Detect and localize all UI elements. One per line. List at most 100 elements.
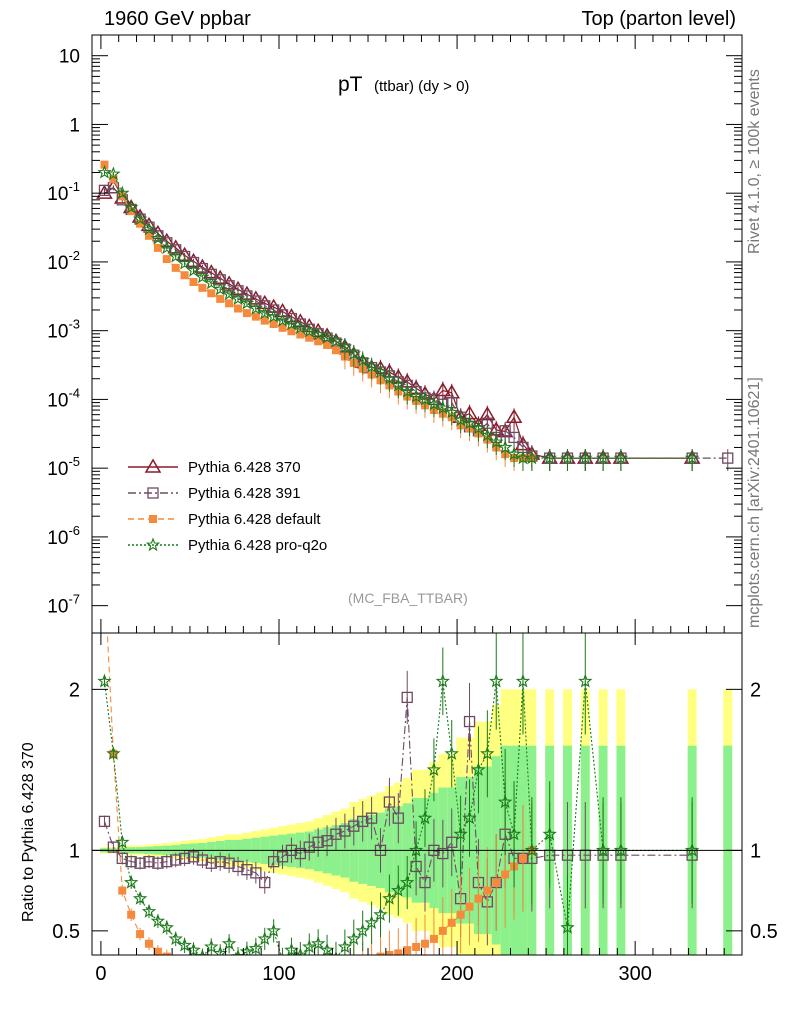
ratio-point [196, 854, 209, 866]
ratio-point [560, 919, 575, 934]
ratio-point [332, 962, 340, 970]
chart-title: pT (ttbar) (dy > 0) [338, 73, 469, 96]
ratio-point [497, 794, 513, 809]
ratio-point [373, 907, 388, 921]
ratio-y-axis-label: Ratio to Pythia 6.428 370 [20, 742, 37, 922]
ratio-point [462, 810, 477, 825]
ratio-point [524, 842, 540, 857]
data-point [346, 346, 361, 360]
header-left-title: 1960 GeV ppbar [104, 8, 251, 30]
ratio-point [118, 886, 127, 895]
data-point [471, 420, 486, 435]
data-point [168, 248, 183, 263]
data-point [195, 269, 210, 284]
ratio-point [453, 826, 468, 841]
y-tick-exponent: -7 [68, 592, 80, 607]
legend-marker [147, 487, 159, 499]
data-point [115, 185, 130, 200]
data-point [180, 271, 189, 280]
ratio-point [578, 673, 593, 688]
data-point [162, 255, 171, 264]
ratio-point [365, 812, 378, 824]
ratio-point [595, 842, 611, 857]
ratio-point [186, 942, 201, 955]
series-line-1 [104, 187, 728, 459]
data-point [109, 175, 118, 184]
ratio-point [465, 902, 474, 911]
ratio-point [144, 939, 153, 948]
series-line-0 [104, 186, 693, 459]
data-point [302, 323, 317, 338]
ratio-point [613, 842, 629, 857]
ratio-point [515, 673, 531, 688]
data-point [508, 431, 520, 444]
ratio-series-layer [97, 633, 700, 977]
ratio-point [330, 828, 342, 840]
x-tick-label: 0 [95, 963, 106, 985]
y-tick-exponent: -6 [68, 523, 80, 538]
ratio-point [159, 920, 174, 934]
ratio-point [153, 947, 162, 955]
data-point [337, 339, 353, 354]
ratio-point [257, 931, 272, 946]
data-point [278, 323, 287, 332]
ratio-point [276, 851, 289, 863]
ratio-point [252, 969, 260, 977]
data-point [293, 320, 308, 335]
data-point [488, 434, 504, 449]
data-point [444, 404, 459, 419]
ratio-point [162, 952, 171, 955]
ratio-point [302, 939, 317, 954]
ratio-point [234, 969, 242, 977]
ratio-point [337, 939, 353, 954]
ratio-point [204, 939, 219, 954]
main-series-layer [96, 160, 734, 471]
y-tick-exponent: -5 [68, 454, 80, 469]
ratio-point [239, 944, 255, 955]
ratio-point [98, 815, 111, 828]
legend-label: Pythia 6.428 pro-q2o [188, 537, 327, 554]
ratio-point [392, 812, 404, 824]
ratio-point [355, 923, 370, 937]
ratio-point [216, 969, 224, 977]
y-tick-label: 10 [59, 47, 80, 68]
data-point [144, 231, 153, 240]
data-point [328, 333, 344, 348]
data-point [225, 299, 234, 308]
ratio-point [437, 847, 449, 860]
data-point [257, 305, 272, 320]
data-point [426, 396, 442, 411]
legend-label: Pythia 6.428 391 [188, 485, 301, 502]
legend-marker [145, 537, 161, 552]
ratio-point [168, 931, 183, 946]
legend-marker [149, 515, 157, 523]
ratio-point [152, 857, 164, 869]
y-tick-exponent: -4 [68, 385, 80, 400]
data-point [234, 304, 243, 313]
ratio-point [198, 967, 206, 975]
y-tick-base: 10 [59, 47, 80, 68]
ratio-point [259, 876, 271, 889]
ratio-point [221, 936, 237, 950]
y-tick-exponent: -1 [68, 179, 80, 194]
x-tick-label: 200 [440, 963, 473, 985]
data-point [382, 371, 397, 385]
header-right-title: Top (parton level) [581, 8, 736, 30]
data-point [524, 450, 540, 465]
data-point [391, 377, 406, 392]
data-point [400, 384, 415, 398]
series-line-3 [104, 171, 693, 459]
ratio-point [346, 931, 361, 946]
data-point [296, 330, 305, 339]
y-tick-label: 10-5 [47, 454, 80, 480]
ratio-y-tick-label-right: 0.5 [750, 921, 778, 943]
ratio-point [106, 746, 121, 760]
ratio-point [293, 947, 308, 955]
ratio-point [116, 852, 128, 865]
ratio-point [134, 857, 146, 869]
ratio-point [232, 860, 244, 873]
ratio-point [359, 959, 367, 967]
data-point [542, 450, 557, 465]
data-point [722, 452, 734, 464]
ratio-point [319, 942, 335, 955]
